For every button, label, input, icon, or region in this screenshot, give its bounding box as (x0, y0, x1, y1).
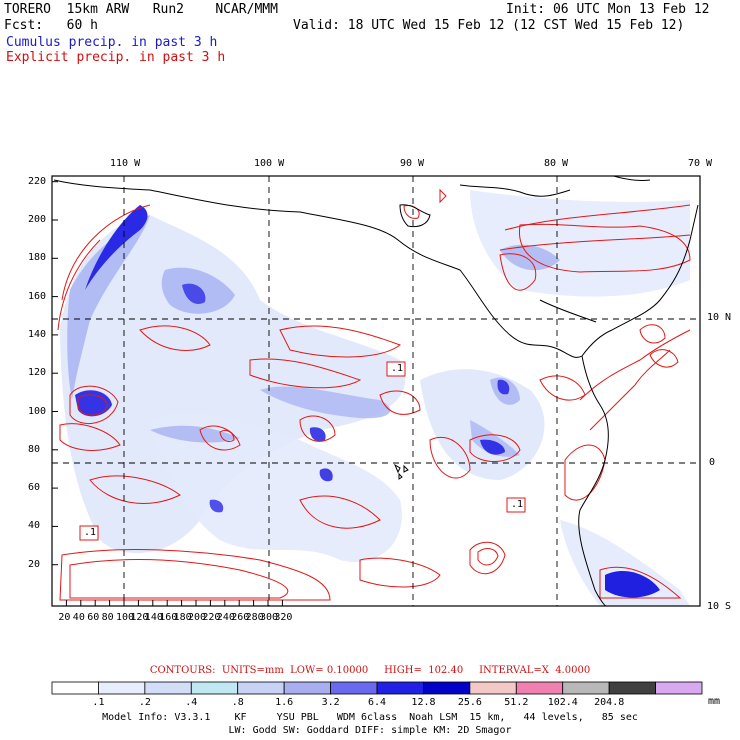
colorbar-swatch (469, 681, 517, 695)
map-frame (51, 175, 701, 607)
cumulus-light-area (60, 215, 406, 554)
cumulus-medium (260, 386, 391, 419)
x-tick-label: 60 (87, 612, 100, 623)
colorbar-swatch (283, 681, 331, 695)
colorbar-label: 1.6 (275, 697, 294, 708)
y-tick-label: 140 (28, 328, 47, 340)
cumulus-heavy (75, 390, 112, 417)
colorbar-swatch (330, 681, 378, 695)
lon-label: 100 W (254, 158, 285, 169)
legend-explicit: Explicit precip. in past 3 h (6, 50, 226, 65)
x-tick-label: 240 (216, 612, 235, 623)
cumulus-heavy (480, 439, 505, 455)
min-label: .1 (391, 363, 404, 374)
cumulus-medium (150, 425, 240, 443)
y-tick-label: 60 (28, 482, 41, 494)
lat-label: 0 (709, 457, 716, 468)
x-tick-label: 100 (116, 612, 135, 623)
lon-label: 80 W (544, 158, 569, 169)
y-tick-label: 20 (28, 558, 41, 570)
physics-info: LW: Godd SW: Goddard DIFF: simple KM: 2D… (228, 725, 512, 736)
x-tick-label: 120 (130, 612, 149, 623)
model-info: Model Info: V3.3.1 KF YSU PBL WDM 6class… (102, 712, 638, 723)
x-tick-label: 40 (72, 612, 85, 623)
x-tick-label: 260 (231, 612, 250, 623)
valid-time: Valid: 18 UTC Wed 15 Feb 12 (12 CST Wed … (293, 18, 685, 33)
x-tick-label: 200 (188, 612, 207, 623)
cumulus-heavy (182, 283, 206, 305)
colorbar-label: .1 (92, 697, 105, 708)
colorbar-label: 3.2 (321, 697, 340, 708)
cumulus-light-area (150, 413, 402, 562)
y-tick-label: 180 (28, 252, 47, 264)
cumulus-heavy (209, 499, 224, 513)
x-tick-label: 80 (101, 612, 114, 623)
colorbar-swatch (515, 681, 564, 695)
y-tick-label: 160 (28, 290, 47, 302)
y-tick-label: 100 (28, 405, 47, 417)
cumulus-medium (470, 420, 520, 457)
colorbar-label: .2 (138, 697, 151, 708)
x-tick-label: 320 (274, 612, 293, 623)
colorbar-label: 6.4 (368, 697, 387, 708)
x-tick-label: 140 (144, 612, 163, 623)
lon-label: 110 W (110, 158, 141, 169)
y-tick-label: 80 (28, 443, 41, 455)
init-time: Init: 06 UTC Mon 13 Feb 12 (506, 2, 710, 17)
contours-info: CONTOURS: UNITS=mm LOW= 0.10000 HIGH= 10… (149, 665, 591, 676)
precip-field (52, 176, 700, 606)
coastlines (53, 176, 699, 606)
colorbar-label: 51.2 (504, 697, 529, 708)
x-tick-label: 300 (260, 612, 279, 623)
colorbar-swatch (98, 681, 146, 695)
colorbar-swatch (376, 681, 424, 695)
colorbar-swatch (237, 681, 285, 695)
cumulus-heavy (85, 205, 148, 290)
x-tick-label: 160 (159, 612, 178, 623)
cumulus-medium (500, 244, 560, 271)
lon-label: 70 W (688, 158, 713, 169)
forecast-hour: Fcst: 60 h (4, 18, 98, 33)
colorbar-swatch (144, 681, 192, 695)
colorbar (51, 681, 703, 695)
x-tick-label: 280 (245, 612, 264, 623)
colorbar-swatch (562, 681, 610, 695)
min-label: .1 (84, 527, 97, 538)
colorbar-label: 102.4 (547, 697, 578, 708)
cumulus-heavy (309, 427, 326, 442)
cumulus-light-area (560, 520, 690, 606)
x-tick-label: 20 (58, 612, 71, 623)
lat-label: 10 N (707, 312, 732, 323)
legend-cumulus: Cumulus precip. in past 3 h (6, 35, 218, 50)
lat-label: 10 S (707, 601, 732, 612)
colorbar-label: 25.6 (457, 697, 482, 708)
colorbar-label: .8 (231, 697, 244, 708)
min-label: .1 (511, 499, 524, 510)
y-tick-label: 40 (28, 520, 41, 532)
colorbar-unit: mm (708, 696, 721, 707)
x-tick-label: 220 (202, 612, 221, 623)
latlon-grid (52, 176, 700, 606)
cumulus-heavy (497, 379, 510, 395)
colorbar-swatch (423, 681, 471, 695)
y-tick-label: 120 (28, 367, 47, 379)
y-tick-label: 220 (28, 175, 47, 187)
cumulus-heavy (319, 468, 333, 482)
colorbar-label: 204.8 (594, 697, 625, 708)
colorbar-swatch (655, 681, 703, 695)
y-tick-label: 200 (28, 214, 47, 225)
colorbar-swatch (51, 681, 99, 695)
cumulus-light-area (470, 190, 690, 297)
colorbar-label: 12.8 (411, 697, 436, 708)
lon-label: 90 W (400, 158, 425, 169)
x-tick-label: 180 (173, 612, 192, 623)
colorbar-swatch (608, 681, 656, 695)
model-title: TORERO 15km ARW Run2 NCAR/MMM (4, 2, 278, 17)
colorbar-label: .4 (185, 697, 198, 708)
min-label-boxes (79, 361, 526, 541)
colorbar-swatch (190, 681, 239, 695)
cumulus-heavy (605, 570, 660, 598)
